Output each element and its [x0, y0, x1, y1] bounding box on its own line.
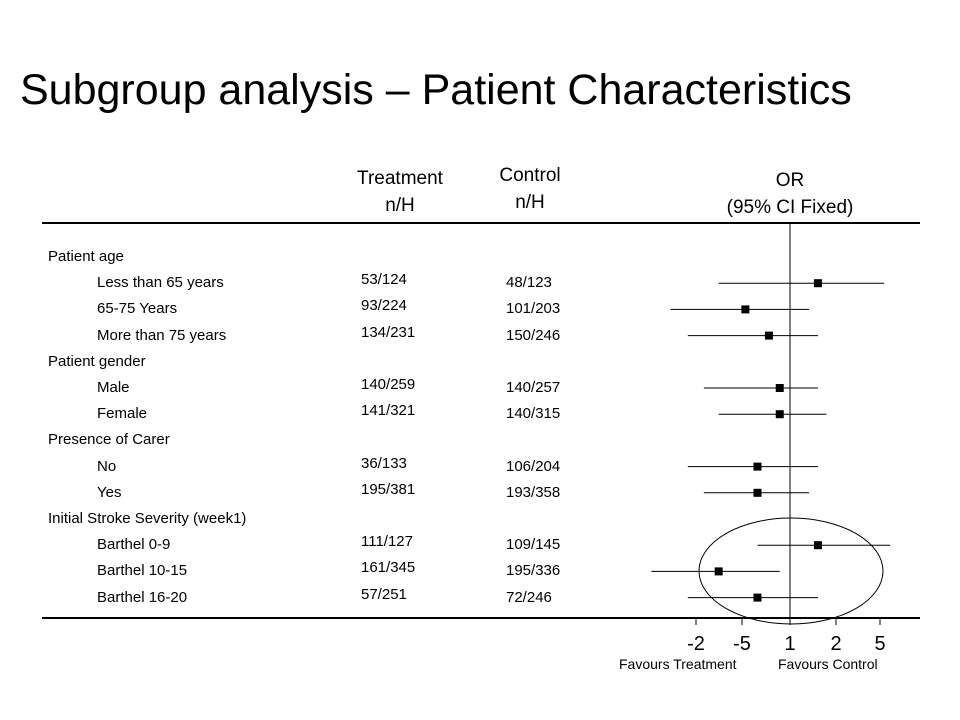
or-header-line1: OR	[775, 170, 805, 191]
control-header-line1: Control	[499, 165, 561, 186]
control-value: 48/123	[506, 274, 552, 292]
x-tick-label: 2	[830, 633, 842, 655]
control-value: 101/203	[506, 300, 561, 318]
subgroup-heading: Patient age	[48, 248, 124, 265]
page-title: Subgroup analysis – Patient Characterist…	[20, 66, 852, 114]
header-divider	[42, 222, 920, 224]
row-label: Less than 65 years	[97, 274, 224, 292]
or-column-header: OR (95% CI Fixed)	[690, 167, 890, 221]
favours-treatment-label: Favours Treatment	[619, 656, 737, 672]
or-point	[813, 541, 822, 550]
treatment-value: 134/231	[361, 323, 416, 341]
or-point	[775, 384, 784, 392]
footer-divider	[42, 617, 920, 619]
control-value: 72/246	[506, 588, 552, 606]
treatment-header-line1: Treatment	[357, 168, 443, 189]
row-label: 65-75 Years	[97, 300, 178, 318]
row-label: No	[97, 457, 117, 475]
subgroup-heading: Presence of Carer	[48, 431, 170, 449]
treatment-value: 93/224	[361, 297, 407, 315]
x-tick-label: -2	[687, 633, 705, 655]
or-point	[741, 305, 750, 314]
or-point	[753, 462, 762, 471]
control-header-line2: n/H	[515, 192, 545, 213]
treatment-value: 161/345	[361, 559, 416, 577]
row-label: Barthel 0-9	[97, 536, 171, 554]
control-value: 109/145	[506, 536, 561, 554]
control-value: 150/246	[506, 326, 561, 344]
subgroup-heading: Initial Stroke Severity (week1)	[48, 510, 247, 527]
treatment-value: 141/321	[361, 402, 416, 420]
treatment-value: 57/251	[361, 585, 407, 603]
row-label: Barthel 16-20	[97, 588, 188, 606]
treatment-value: 53/124	[361, 271, 407, 289]
x-tick-label: -5	[733, 633, 751, 655]
x-tick-label: 5	[874, 633, 886, 655]
control-value: 195/336	[506, 562, 561, 580]
row-label: Barthel 10-15	[97, 562, 188, 580]
control-value: 106/204	[506, 457, 561, 475]
treatment-column-header: Treatment n/H	[345, 165, 455, 219]
row-label: Yes	[97, 483, 122, 501]
or-point	[764, 331, 773, 340]
or-point	[813, 279, 822, 288]
subgroup-heading: Patient gender	[48, 352, 146, 370]
treatment-value: 111/127	[361, 533, 413, 551]
treatment-value: 140/259	[361, 376, 416, 393]
control-value: 140/315	[506, 405, 561, 423]
or-point	[753, 488, 762, 497]
or-header-line2: (95% CI Fixed)	[726, 197, 854, 218]
favours-control-label: Favours Control	[778, 656, 878, 672]
or-point	[714, 567, 723, 576]
x-tick-label: 1	[784, 633, 796, 655]
row-label: More than 75 years	[97, 326, 227, 344]
row-label: Female	[97, 405, 148, 423]
or-point	[753, 593, 762, 602]
highlight-ellipse	[698, 517, 884, 625]
treatment-value: 195/381	[361, 480, 416, 498]
treatment-value: 36/133	[361, 454, 407, 472]
or-point	[775, 410, 784, 419]
control-column-header: Control n/H	[475, 162, 585, 216]
treatment-header-line2: n/H	[385, 195, 415, 216]
row-label: Male	[97, 379, 130, 396]
control-value: 193/358	[506, 483, 561, 501]
control-value: 140/257	[506, 379, 561, 396]
